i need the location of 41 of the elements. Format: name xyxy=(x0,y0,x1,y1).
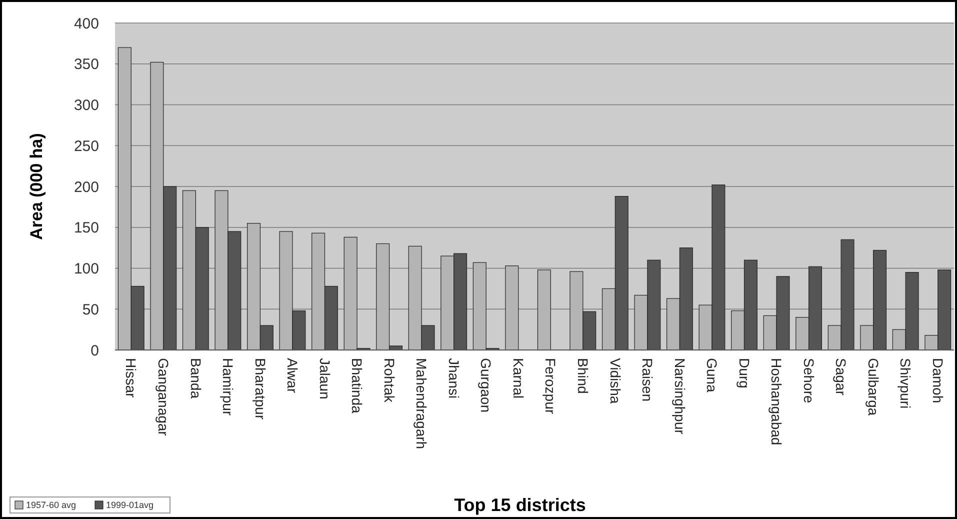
x-tick-label: Karnal xyxy=(510,358,526,398)
bar xyxy=(505,265,519,350)
x-tick-label: Ferozpur xyxy=(542,358,559,414)
x-tick-label: Guna xyxy=(704,358,720,392)
x-tick-label: Gulbarga xyxy=(865,358,882,416)
x-tick-label: Hamirpur xyxy=(220,358,236,416)
x-tick-label: Sehore xyxy=(800,358,817,404)
y-tick-label: 50 xyxy=(82,301,99,318)
x-tick-label: Narsinghpur xyxy=(672,358,688,435)
legend-label: 1999-01avg xyxy=(106,500,154,510)
x-tick-label: Hoshangabad xyxy=(768,358,785,446)
x-tick-label: Gurgaon xyxy=(478,358,494,412)
x-tick-label: Alwar xyxy=(284,358,301,394)
y-tick-label: 250 xyxy=(74,138,99,155)
x-tick-label: Jalaun xyxy=(316,358,333,400)
y-axis-title: Area (000 ha) xyxy=(27,133,46,240)
x-tick-label: Vidisha xyxy=(607,358,624,404)
x-tick-label: Damoh xyxy=(930,358,946,404)
x-tick-label: Raisen xyxy=(640,358,656,402)
x-axis-title: Top 15 districts xyxy=(454,495,586,515)
y-tick-label: 400 xyxy=(74,15,99,32)
x-tick-label: Bharatpur xyxy=(252,358,268,420)
x-tick-label: Bhind xyxy=(575,358,592,394)
bar xyxy=(537,270,551,350)
y-tick-label: 200 xyxy=(74,178,99,196)
x-tick-label: Durg xyxy=(736,358,752,388)
x-tick-label: Hissar xyxy=(123,358,140,398)
y-tick-label: 0 xyxy=(90,342,99,360)
x-tick-label: Shivpuri xyxy=(898,358,914,409)
x-tick-label: Jhansi xyxy=(446,358,462,398)
y-tick-label: 350 xyxy=(74,56,99,74)
y-tick-label: 150 xyxy=(74,220,99,237)
legend-label: 1957-60 avg xyxy=(26,500,76,510)
x-tick-label: Mahendragarh xyxy=(414,358,430,450)
x-tick-label: Bhatinda xyxy=(349,358,366,414)
x-tick-label: Banda xyxy=(188,358,204,399)
x-tick-label: Ganganagar xyxy=(156,358,172,436)
x-tick-label: Rohtak xyxy=(381,358,398,404)
x-tick-label: Sagar xyxy=(833,358,850,396)
y-tick-label: 300 xyxy=(74,97,99,114)
y-tick-label: 100 xyxy=(74,260,99,278)
